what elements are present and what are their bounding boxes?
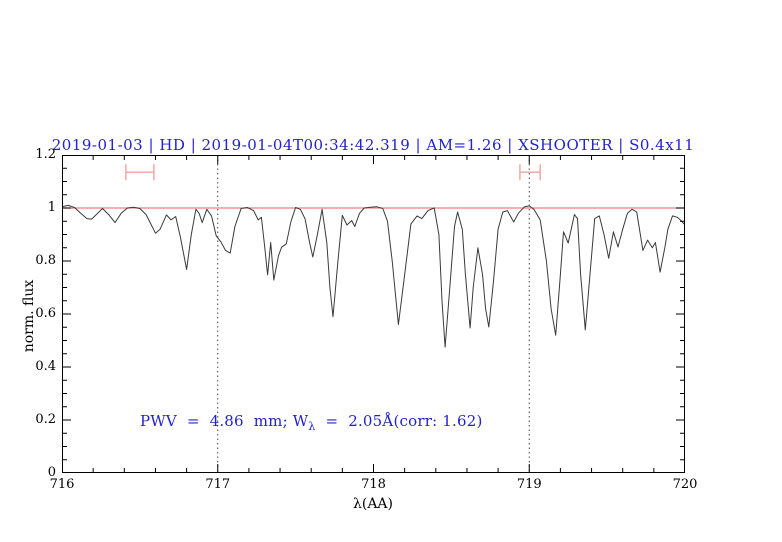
x-tick-label: 719	[516, 477, 542, 492]
pwv-annotation-text: PWV = 4.86 mm; W	[140, 412, 309, 430]
y-tick-label: 1	[47, 200, 56, 215]
x-tick-label: 718	[361, 477, 386, 492]
x-axis-title: λ(AA)	[352, 496, 394, 512]
y-tick-label: 0.6	[35, 306, 56, 321]
y-tick-label: 1.2	[35, 147, 56, 162]
y-tick-label: 0.2	[35, 412, 56, 427]
x-tick-label: 716	[49, 477, 75, 492]
chart-title: 2019-01-03 | HD | 2019-01-04T00:34:42.31…	[51, 136, 695, 154]
pwv-annotation-text2: = 2.05Å(corr: 1.62)	[315, 412, 483, 430]
pwv-annotation-lambda-subscript: λ	[308, 420, 316, 433]
y-tick-label: 0	[47, 465, 56, 480]
pwv-annotation: PWV = 4.86 mm; Wλ = 2.05Å(corr: 1.62)	[140, 412, 483, 433]
spectrum-line	[62, 204, 685, 348]
y-tick-label: 0.8	[35, 253, 56, 268]
spectrum-plot-area	[62, 155, 685, 473]
x-tick-label: 720	[672, 477, 698, 492]
y-tick-label: 0.4	[35, 359, 56, 374]
x-tick-label: 717	[205, 477, 231, 492]
plot-frame	[62, 155, 685, 473]
